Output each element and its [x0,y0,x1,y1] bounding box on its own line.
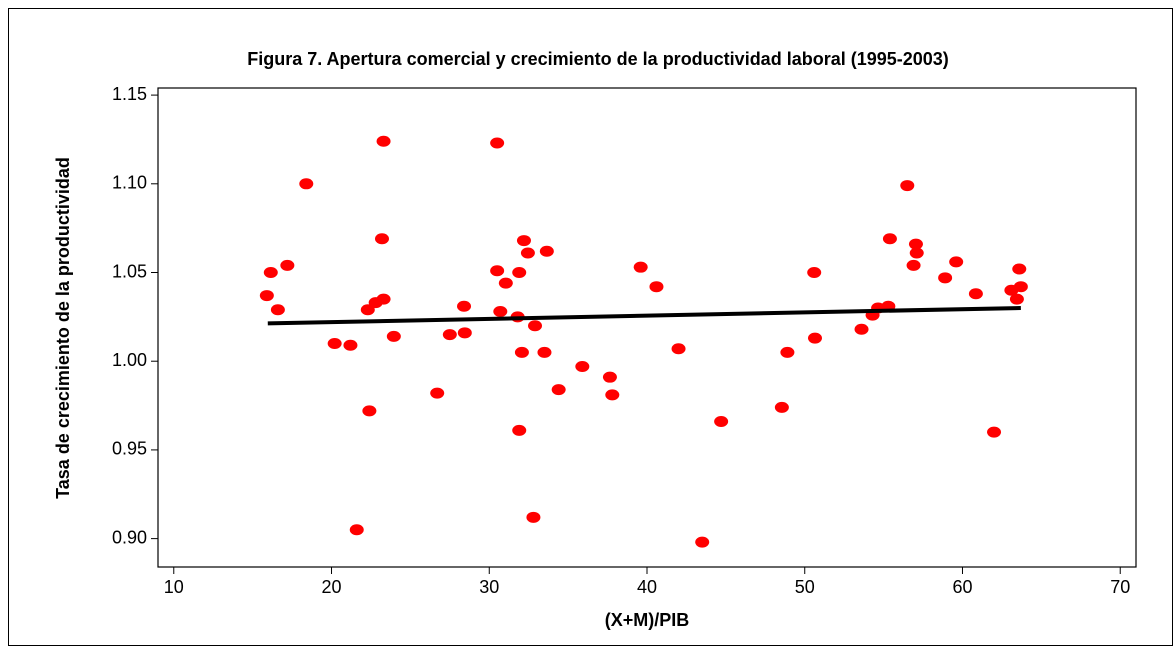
x-tick-label: 10 [164,577,184,597]
point [1009,293,1024,305]
point [512,424,527,436]
point [493,306,508,318]
point [633,261,648,273]
point [299,178,314,190]
point [520,247,535,259]
y-tick-label: 1.10 [112,173,147,193]
point [343,339,358,351]
point [457,300,472,312]
x-tick-label: 70 [1110,577,1130,597]
point [280,259,295,271]
point [774,401,789,413]
y-tick-label: 0.95 [112,439,147,459]
point [882,233,897,245]
point [386,330,401,342]
chart-title: Figura 7. Apertura comercial y crecimien… [247,49,949,69]
point [327,337,342,349]
x-tick-label: 40 [637,577,657,597]
point [602,371,617,383]
x-tick-label: 50 [795,577,815,597]
point [909,247,924,259]
point [987,426,1002,438]
point [537,346,552,358]
point [908,238,923,250]
point [551,384,566,396]
y-tick-label: 1.05 [112,261,147,281]
point [259,290,274,302]
x-tick-label: 60 [952,577,972,597]
point [605,389,620,401]
point [714,416,729,428]
point [512,267,527,279]
x-tick-label: 20 [322,577,342,597]
frame [8,8,1173,646]
point [263,267,278,279]
point [270,304,285,316]
point [968,288,983,300]
point [430,387,445,399]
point [374,233,389,245]
point [349,524,364,536]
point [906,259,921,271]
x-axis-label: (X+M)/PIB [605,610,690,630]
point [360,304,375,316]
point [1013,281,1028,293]
y-axis-label: Tasa de crecimiento de la productividad [53,157,73,499]
point [528,320,543,332]
point [376,293,391,305]
point [362,405,377,417]
point [457,327,472,339]
point [575,361,590,373]
point [938,272,953,284]
point [516,235,531,247]
y-tick-label: 1.00 [112,350,147,370]
point [539,245,554,257]
point [695,536,710,548]
point [376,135,391,147]
point [854,323,869,335]
point [490,265,505,277]
y-tick-label: 1.15 [112,84,147,104]
point [949,256,964,268]
y-tick-label: 0.90 [112,527,147,547]
point [498,277,513,289]
point [900,180,915,192]
point [649,281,664,293]
point [807,332,822,344]
point [514,346,529,358]
trend-line [267,305,1021,326]
point [526,511,541,523]
plot-area [157,87,1137,568]
point [490,137,505,149]
x-tick-label: 30 [479,577,499,597]
point [1012,263,1027,275]
point [671,343,686,355]
point [807,267,822,279]
point [780,346,795,358]
point [442,329,457,341]
